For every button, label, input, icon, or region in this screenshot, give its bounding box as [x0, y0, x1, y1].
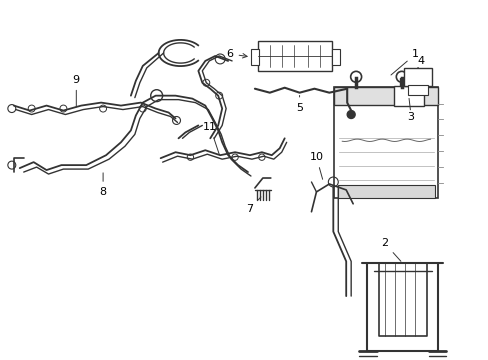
Bar — [393, 86, 423, 105]
Bar — [403, 68, 431, 86]
Text: 1: 1 — [390, 49, 418, 75]
Text: 10: 10 — [309, 152, 323, 179]
Text: 9: 9 — [73, 75, 80, 107]
Bar — [338, 185, 434, 198]
Text: 7: 7 — [246, 197, 261, 214]
Bar — [250, 49, 258, 65]
Bar — [407, 85, 427, 95]
Text: 11: 11 — [203, 122, 219, 154]
Bar — [334, 87, 438, 198]
Bar — [257, 41, 332, 71]
Bar — [332, 49, 340, 65]
Text: 3: 3 — [407, 112, 413, 122]
Text: 4: 4 — [416, 56, 423, 66]
Text: 8: 8 — [100, 173, 106, 197]
Text: 2: 2 — [381, 238, 400, 261]
Circle shape — [346, 111, 354, 118]
Bar — [334, 87, 438, 105]
Text: 5: 5 — [295, 95, 303, 113]
Text: 6: 6 — [226, 49, 246, 59]
